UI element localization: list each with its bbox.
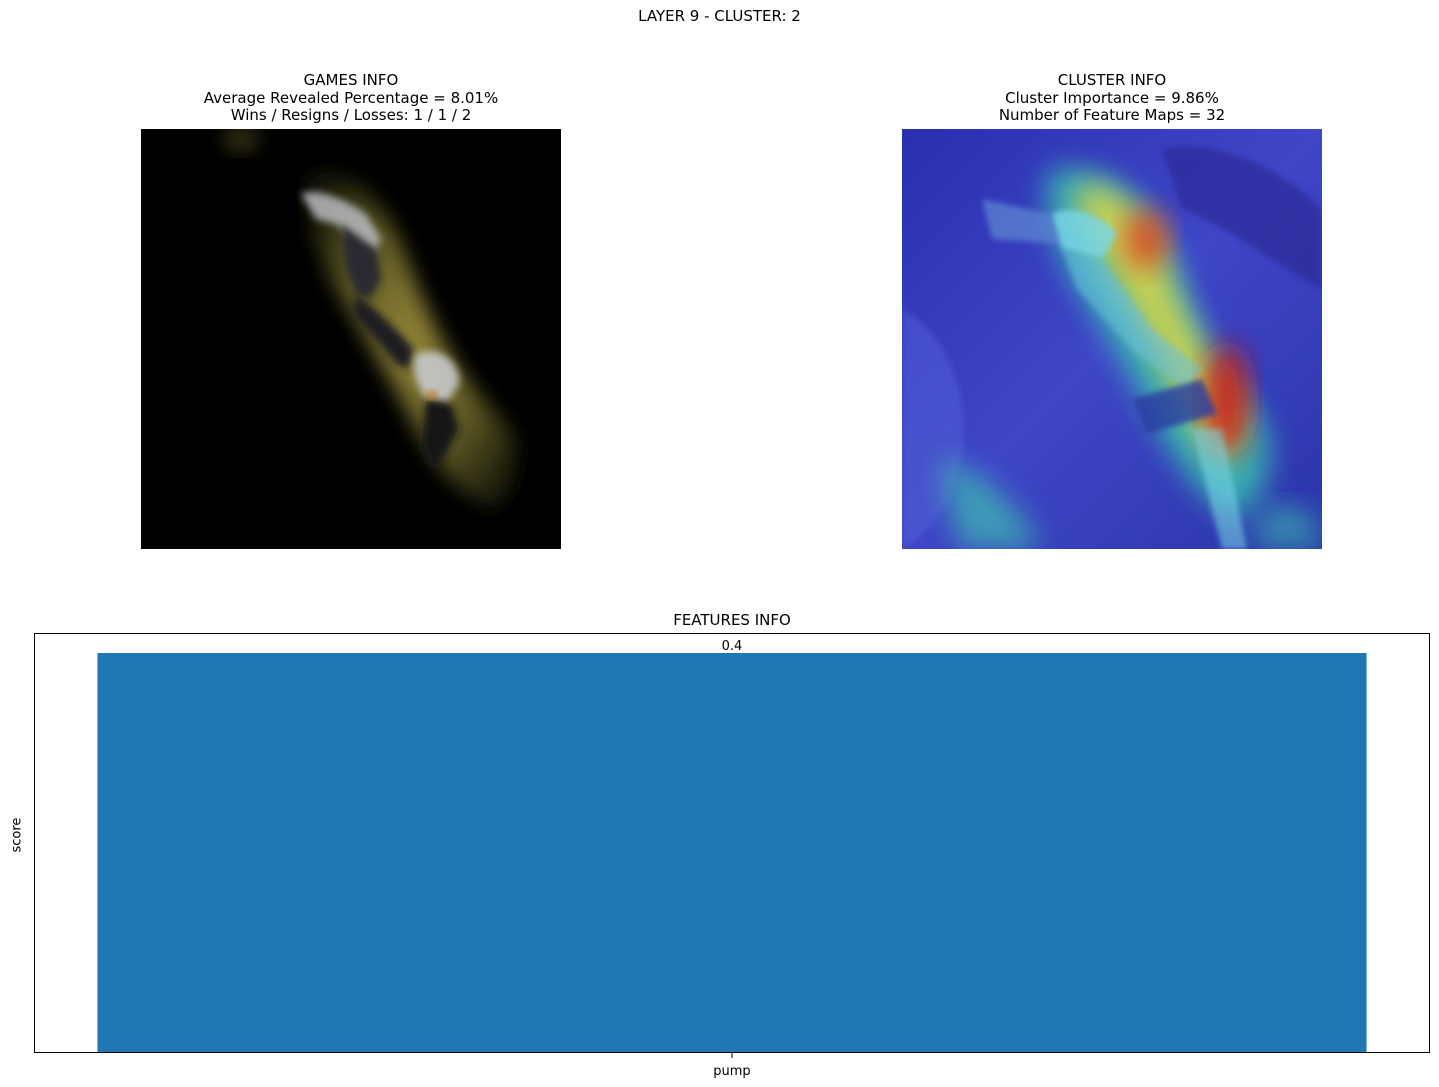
cluster-info-feature-maps: Number of Feature Maps = 32 [998,106,1226,124]
cluster-info-importance: Cluster Importance = 9.86% [1005,88,1219,107]
bar-value-label: 0.4 [722,639,743,654]
chart-title: FEATURES INFO [673,611,791,629]
figure-suptitle: LAYER 9 - CLUSTER: 2 [638,7,801,25]
games-info-title: GAMES INFO Average Revealed Percentage =… [141,71,561,125]
cluster-info-title: CLUSTER INFO Cluster Importance = 9.86% … [902,71,1322,125]
heatmap-overlay-image [902,129,1322,549]
cluster-info-heading: CLUSTER INFO [1057,71,1167,89]
x-tick-label: pump [713,1064,750,1079]
games-info-heading: GAMES INFO [303,71,399,89]
games-info-revealed-percentage: Average Revealed Percentage = 8.01% [203,88,499,107]
games-info-wins-resigns-losses: Wins / Resigns / Losses: 1 / 1 / 2 [230,106,472,124]
plot-frame [34,633,1430,1053]
revealed-image-graphic [141,129,561,549]
revealed-image [141,129,561,549]
bar-pump [97,653,1367,1053]
heatmap-overlay-graphic [902,129,1322,549]
